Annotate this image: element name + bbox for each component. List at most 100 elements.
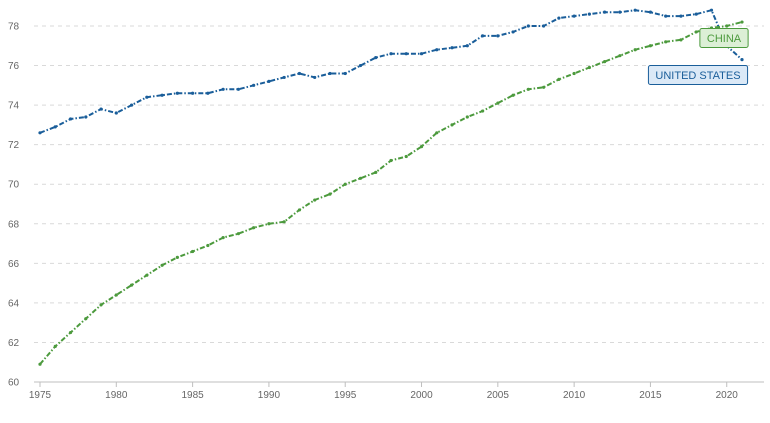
data-point-china[interactable] xyxy=(68,330,73,335)
data-point-china[interactable] xyxy=(175,255,179,259)
data-point-china[interactable] xyxy=(618,54,622,58)
data-point-united-states[interactable] xyxy=(68,117,73,121)
data-point-united-states[interactable] xyxy=(496,34,500,38)
data-point-china[interactable] xyxy=(435,131,439,135)
data-point-china[interactable] xyxy=(679,38,683,42)
data-point-china[interactable] xyxy=(236,232,240,236)
data-point-united-states[interactable] xyxy=(633,8,637,12)
data-point-china[interactable] xyxy=(374,170,378,174)
data-point-china[interactable] xyxy=(252,226,256,230)
data-point-china[interactable] xyxy=(587,65,591,70)
data-point-united-states[interactable] xyxy=(267,79,271,83)
data-point-united-states[interactable] xyxy=(129,103,134,107)
data-point-united-states[interactable] xyxy=(38,131,42,135)
data-point-china[interactable] xyxy=(38,362,42,366)
data-point-united-states[interactable] xyxy=(648,10,653,14)
data-point-china[interactable] xyxy=(572,71,576,76)
data-point-united-states[interactable] xyxy=(175,91,179,95)
data-point-china[interactable] xyxy=(465,115,469,119)
data-point-united-states[interactable] xyxy=(221,87,225,91)
data-point-united-states[interactable] xyxy=(542,24,546,28)
data-point-united-states[interactable] xyxy=(191,91,195,95)
data-point-united-states[interactable] xyxy=(389,52,393,56)
data-point-united-states[interactable] xyxy=(404,52,408,56)
data-point-china[interactable] xyxy=(450,123,454,127)
data-point-united-states[interactable] xyxy=(679,14,683,18)
data-point-united-states[interactable] xyxy=(587,12,591,16)
data-point-united-states[interactable] xyxy=(511,30,515,34)
data-point-china[interactable] xyxy=(129,283,134,287)
data-point-united-states[interactable] xyxy=(740,58,744,62)
series-line-united-states xyxy=(39,9,743,134)
data-point-china[interactable] xyxy=(191,249,195,254)
data-point-china[interactable] xyxy=(694,30,698,34)
data-point-china[interactable] xyxy=(404,154,408,159)
data-point-united-states[interactable] xyxy=(282,75,286,80)
data-point-china[interactable] xyxy=(557,77,561,81)
data-point-china[interactable] xyxy=(221,236,225,240)
data-point-united-states[interactable] xyxy=(313,75,317,80)
y-tick-label: 66 xyxy=(8,259,20,270)
data-point-united-states[interactable] xyxy=(450,46,454,50)
x-tick-label: 1975 xyxy=(29,390,52,401)
data-point-china[interactable] xyxy=(419,145,424,149)
data-point-china[interactable] xyxy=(603,60,607,64)
data-point-china[interactable] xyxy=(740,20,744,24)
data-point-china[interactable] xyxy=(282,220,286,224)
x-tick-label: 2000 xyxy=(410,390,433,401)
data-point-united-states[interactable] xyxy=(480,34,485,38)
data-point-china[interactable] xyxy=(343,182,347,186)
data-point-china[interactable] xyxy=(313,198,317,202)
data-point-united-states[interactable] xyxy=(603,10,607,14)
data-point-united-states[interactable] xyxy=(343,71,347,76)
data-point-united-states[interactable] xyxy=(618,10,622,14)
data-point-china[interactable] xyxy=(725,24,729,28)
data-point-united-states[interactable] xyxy=(206,91,210,95)
data-point-united-states[interactable] xyxy=(709,8,714,12)
data-point-china[interactable] xyxy=(297,208,302,212)
data-point-united-states[interactable] xyxy=(664,14,668,18)
data-point-china[interactable] xyxy=(358,176,363,180)
data-point-china[interactable] xyxy=(99,303,103,307)
data-point-china[interactable] xyxy=(542,85,546,89)
data-point-united-states[interactable] xyxy=(374,56,378,60)
data-point-china[interactable] xyxy=(145,273,149,277)
x-tick-label: 1985 xyxy=(181,390,204,401)
data-point-china[interactable] xyxy=(648,44,653,48)
data-point-united-states[interactable] xyxy=(694,12,698,16)
data-point-china[interactable] xyxy=(496,101,500,105)
data-point-united-states[interactable] xyxy=(557,16,561,20)
data-point-united-states[interactable] xyxy=(114,111,118,115)
data-point-united-states[interactable] xyxy=(435,48,439,52)
data-point-china[interactable] xyxy=(664,40,668,44)
data-point-united-states[interactable] xyxy=(160,93,164,97)
data-point-china[interactable] xyxy=(160,263,164,267)
data-point-united-states[interactable] xyxy=(99,107,103,111)
data-point-united-states[interactable] xyxy=(145,95,149,99)
data-point-china[interactable] xyxy=(511,93,515,97)
data-point-united-states[interactable] xyxy=(84,115,88,119)
y-tick-label: 76 xyxy=(8,61,20,72)
data-point-united-states[interactable] xyxy=(526,24,530,28)
data-point-china[interactable] xyxy=(526,87,530,91)
data-point-united-states[interactable] xyxy=(297,71,302,76)
data-point-united-states[interactable] xyxy=(358,63,363,68)
data-point-china[interactable] xyxy=(480,109,485,113)
data-point-china[interactable] xyxy=(267,222,271,226)
data-point-united-states[interactable] xyxy=(328,71,332,76)
data-point-united-states[interactable] xyxy=(236,87,240,91)
x-tick-label: 2005 xyxy=(487,390,510,401)
data-point-united-states[interactable] xyxy=(252,83,256,87)
data-point-china[interactable] xyxy=(84,317,88,321)
data-point-china[interactable] xyxy=(328,192,332,196)
data-point-china[interactable] xyxy=(206,243,210,248)
data-point-china[interactable] xyxy=(114,293,118,297)
data-point-china[interactable] xyxy=(53,344,57,348)
data-point-china[interactable] xyxy=(389,158,393,163)
data-point-united-states[interactable] xyxy=(465,44,469,48)
data-point-united-states[interactable] xyxy=(572,14,576,18)
data-point-china[interactable] xyxy=(633,48,637,52)
data-point-united-states[interactable] xyxy=(53,125,57,129)
data-point-united-states[interactable] xyxy=(419,52,424,56)
